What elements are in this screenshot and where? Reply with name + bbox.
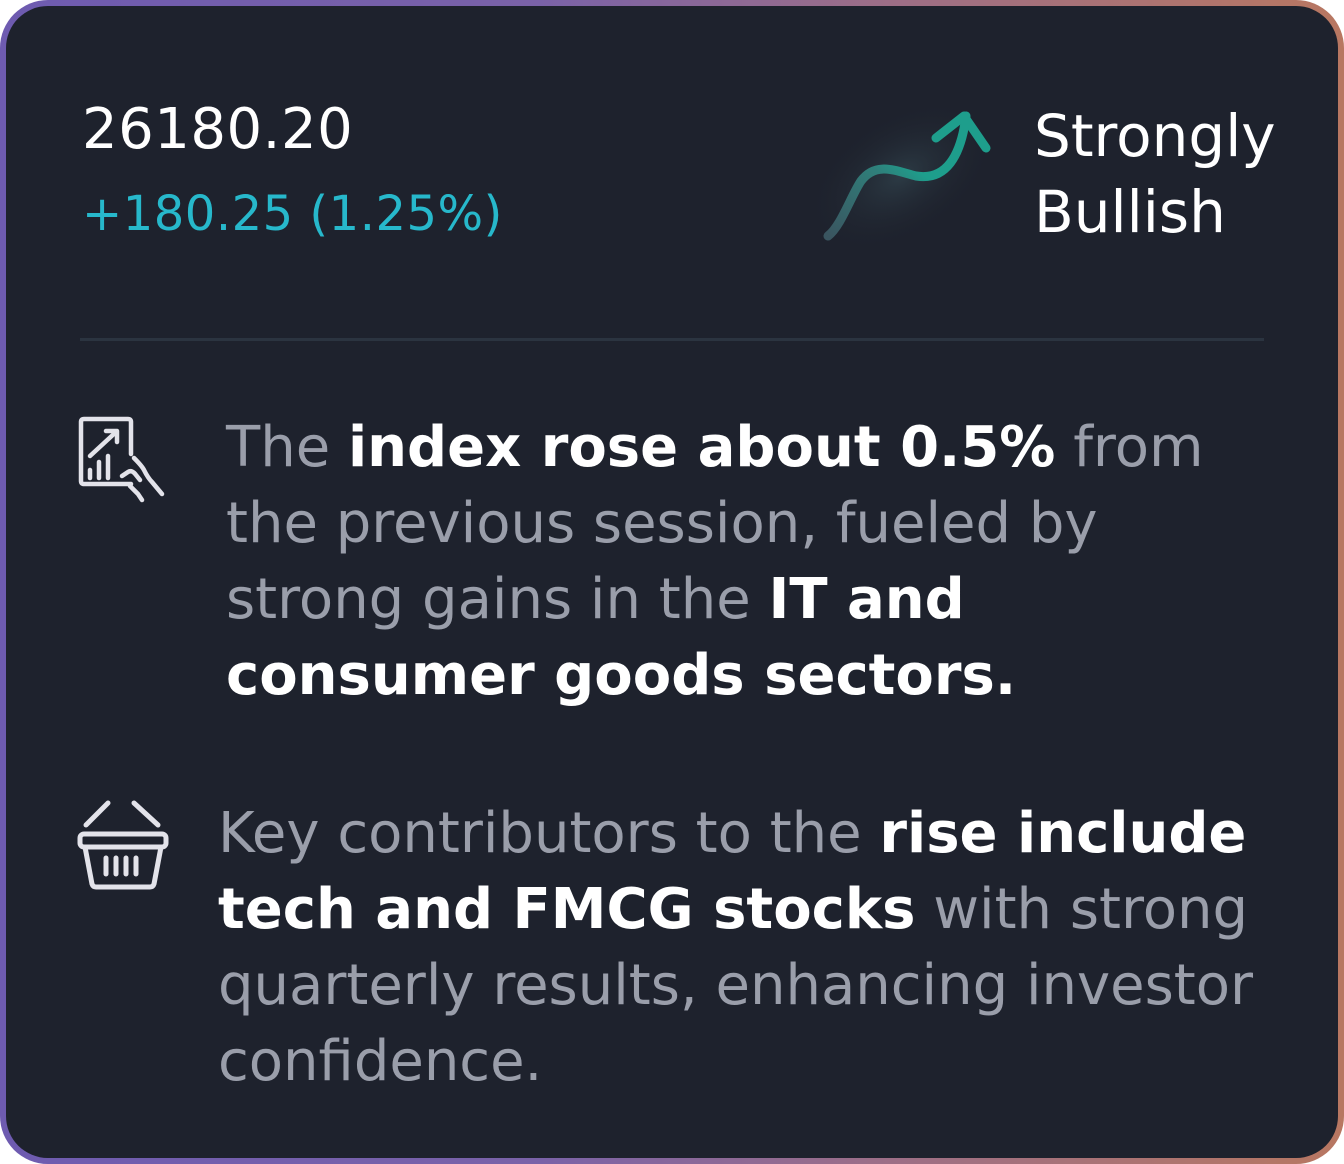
section-divider — [80, 338, 1264, 341]
insight-item-index-movement: The index rose about 0.5% from the previ… — [76, 410, 1266, 714]
shopping-basket-icon — [77, 800, 169, 890]
price-change: +180.25 (1.25%) — [82, 186, 503, 242]
market-summary-card: 26180.20 +180.25 (1.25%) Strongly — [6, 6, 1338, 1158]
index-price: 26180.20 — [82, 97, 354, 162]
sentiment-label: Strongly Bullish — [1034, 98, 1276, 250]
insight-text: The index rose about 0.5% from the previ… — [226, 410, 1266, 714]
insight-item-contributors: Key contributors to the rise include tec… — [76, 796, 1258, 1100]
chart-report-hand-icon — [78, 416, 165, 503]
text-emphasis: rise include tech and FMCG stocks — [218, 801, 1247, 942]
text-segment: The — [226, 415, 348, 480]
text-segment: Key contributors to the — [218, 801, 880, 866]
text-emphasis: index rose about 0.5% — [347, 415, 1056, 480]
text-emphasis: IT and consumer goods sectors. — [226, 567, 1017, 708]
sentiment-line-1: Strongly — [1034, 102, 1276, 170]
sentiment-line-2: Bullish — [1034, 178, 1226, 246]
text-segment: from the previous session, fueled by str… — [226, 415, 1204, 632]
insight-text: Key contributors to the rise include tec… — [218, 796, 1258, 1100]
trend-up-arrow-icon — [806, 99, 996, 253]
text-segment: with strong quarterly results, enhancing… — [218, 877, 1254, 1094]
